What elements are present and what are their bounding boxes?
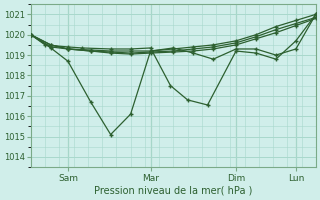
X-axis label: Pression niveau de la mer( hPa ): Pression niveau de la mer( hPa ) xyxy=(94,186,252,196)
